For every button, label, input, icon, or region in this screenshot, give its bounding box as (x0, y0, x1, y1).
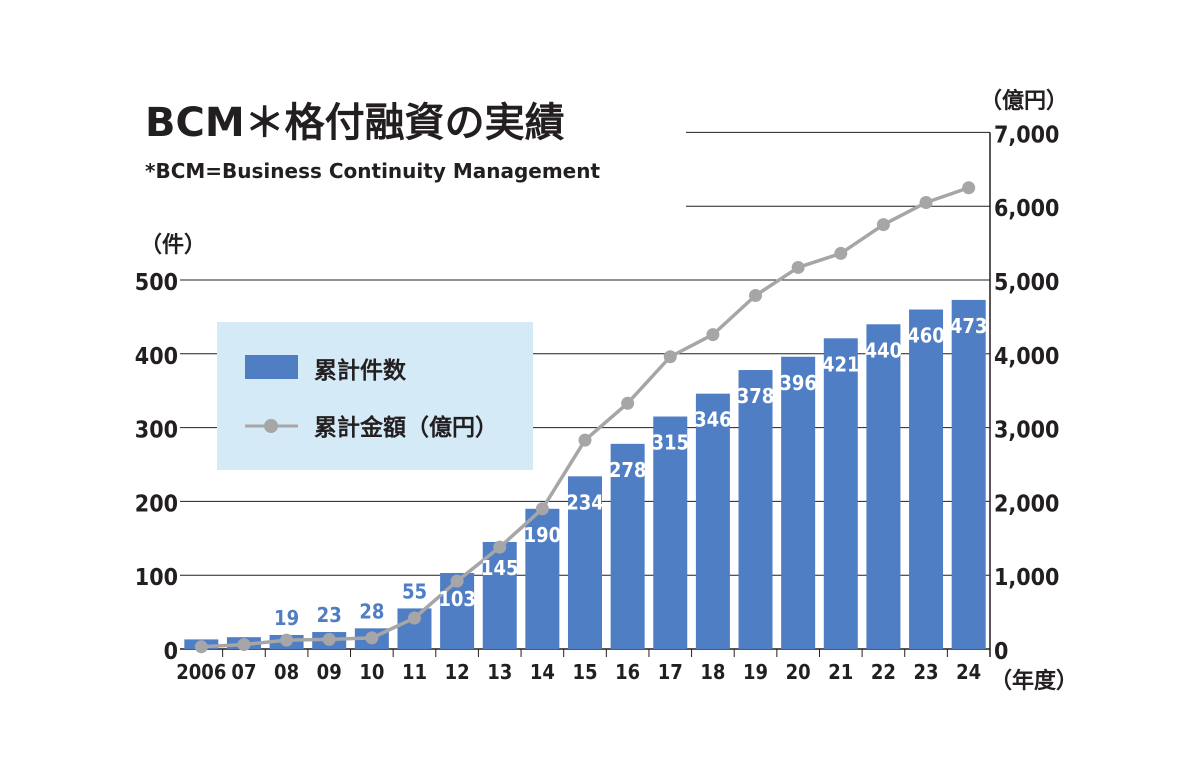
bar (738, 370, 773, 649)
right-tick-label: 0 (994, 639, 1008, 665)
line-point (791, 260, 805, 274)
line-point (749, 288, 763, 302)
bar-value-label: 145 (481, 556, 519, 580)
line-point (663, 350, 677, 364)
x-tick-label: 23 (914, 660, 939, 684)
left-axis-unit: （件） (140, 233, 206, 258)
right-tick-label: 6,000 (994, 196, 1059, 222)
bar-value-label: 346 (694, 408, 732, 432)
x-axis-ticks: 2006 07 08 09 10 11 12 13 14 15 16 17 18 19 20 21 22 23 24 (176, 649, 991, 684)
bar (695, 393, 730, 649)
bar (653, 416, 688, 649)
chart-title: BCM＊格付融資の実績 (145, 100, 565, 146)
line-series (194, 181, 976, 654)
bar (909, 309, 944, 649)
bar (951, 299, 986, 649)
line-point (834, 246, 848, 260)
bar-value-label: 55 (402, 579, 427, 603)
x-tick-label: 21 (828, 660, 853, 684)
x-axis-unit: （年度） (990, 668, 1078, 694)
left-tick-label: 100 (135, 565, 178, 591)
bar (482, 541, 517, 649)
x-tick-label: 15 (572, 660, 597, 684)
line-point (237, 638, 251, 652)
bar-value-label: 23 (317, 603, 342, 627)
bar-value-label: 440 (865, 338, 903, 362)
x-tick-label: 08 (274, 660, 299, 684)
right-axis-unit: （億円） (980, 88, 1068, 114)
line-point (407, 611, 421, 625)
bar-value-label: 396 (779, 371, 817, 395)
chart-subtitle: *BCM=Business Continuity Management (145, 159, 600, 183)
left-tick-label: 400 (135, 344, 178, 370)
right-axis-ticks: 0 1,000 2,000 3,000 4,000 5,000 6,000 7,000 (994, 122, 1059, 665)
left-axis-ticks: 0 100 200 300 400 500 (135, 270, 178, 665)
x-tick-label: 22 (871, 660, 896, 684)
bar-value-label: 103 (438, 587, 476, 611)
bar (823, 338, 858, 649)
line-point (322, 632, 336, 646)
legend-background (217, 322, 533, 470)
x-tick-label: 24 (956, 660, 981, 684)
line-point (919, 196, 933, 210)
bar-value-label: 378 (737, 384, 775, 408)
legend: 累計件数 累計金額（億円） (217, 322, 533, 470)
line-point (365, 631, 379, 645)
line-point (706, 328, 720, 342)
line-point (962, 181, 976, 195)
x-tick-label: 17 (658, 660, 683, 684)
x-tick-label: 12 (445, 660, 470, 684)
left-tick-label: 500 (135, 270, 178, 296)
right-tick-label: 7,000 (994, 122, 1059, 148)
right-tick-label: 4,000 (994, 344, 1059, 370)
x-tick-label: 16 (615, 660, 640, 684)
x-tick-label: 07 (231, 660, 256, 684)
legend-label-amount: 累計金額（億円） (314, 414, 498, 441)
bar-value-label: 19 (274, 606, 299, 630)
legend-line-marker (264, 419, 278, 433)
x-tick-label: 11 (402, 660, 427, 684)
bar-value-label: 315 (651, 431, 689, 455)
line-point (450, 574, 464, 588)
bar (525, 508, 560, 649)
x-tick-label: 10 (359, 660, 384, 684)
bar-value-label: 234 (566, 490, 604, 514)
bar (866, 324, 901, 649)
line-point (535, 502, 549, 516)
bar-value-labels: 19 23 28 55 10314519023427831534637839642144… (274, 314, 987, 630)
x-tick-label: 20 (786, 660, 811, 684)
legend-bar-swatch (245, 355, 298, 379)
line-point (493, 540, 507, 554)
x-tick-label: 13 (487, 660, 512, 684)
left-tick-label: 300 (135, 418, 178, 444)
x-tick-label: 18 (700, 660, 725, 684)
left-tick-label: 0 (164, 639, 178, 665)
line-point (280, 633, 294, 647)
line-point (194, 640, 208, 654)
right-tick-label: 5,000 (994, 270, 1059, 296)
bar-value-label: 190 (524, 523, 562, 547)
x-tick-label: 14 (530, 660, 555, 684)
legend-label-count: 累計件数 (314, 357, 407, 384)
line-point (578, 433, 592, 447)
x-tick-label: 2006 (176, 660, 226, 684)
bar-value-label: 421 (822, 352, 860, 376)
bar (781, 356, 816, 649)
bar (568, 476, 602, 649)
right-tick-label: 2,000 (994, 491, 1059, 517)
right-tick-label: 1,000 (994, 565, 1059, 591)
left-tick-label: 200 (135, 491, 178, 517)
bar (610, 443, 645, 649)
bar-value-label: 460 (907, 324, 945, 348)
x-tick-label: 09 (317, 660, 342, 684)
bar-value-label: 473 (950, 314, 988, 338)
x-tick-label: 19 (743, 660, 768, 684)
line-point (621, 396, 635, 410)
line-point (876, 218, 890, 232)
bar-value-label: 28 (359, 599, 384, 623)
right-tick-label: 3,000 (994, 418, 1059, 444)
bar-value-label: 278 (609, 458, 647, 482)
